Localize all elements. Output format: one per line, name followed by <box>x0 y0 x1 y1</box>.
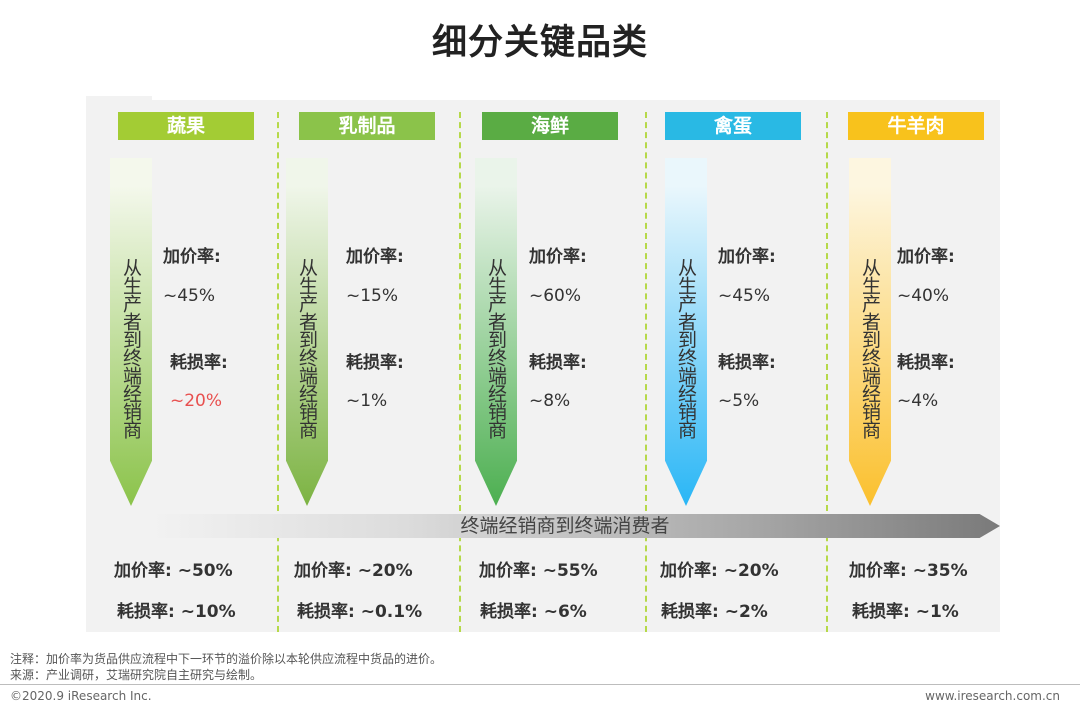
flow-band-arrow <box>150 514 1000 538</box>
loss-value: ~4% <box>897 391 939 411</box>
loss-value-highlighted: ~20% <box>170 391 223 411</box>
flow-label-seafood: 从生产者到终端经销商 <box>485 258 507 438</box>
flow-band-label: 终端经销商到终端消费者 <box>460 515 670 537</box>
bottom-loss: 耗损率: ~1% <box>852 602 959 622</box>
markup-label: 加价率: <box>163 247 221 267</box>
markup-value: ~45% <box>163 286 216 306</box>
loss-label: 耗损率: <box>346 353 404 373</box>
column-divider <box>645 112 647 632</box>
bottom-markup: 加价率: ~50% <box>114 561 233 581</box>
category-header-seafood: 海鲜 <box>482 112 618 140</box>
loss-label: 耗损率: <box>897 353 955 373</box>
loss-label: 耗损率: <box>529 353 587 373</box>
loss-label: 耗损率: <box>170 353 228 373</box>
page-title: 细分关键品类 <box>431 23 648 63</box>
column-divider <box>277 112 279 632</box>
source-text: 来源：产业调研，艾瑞研究院自主研究与绘制。 <box>10 668 263 682</box>
website-link[interactable]: www.iresearch.com.cn <box>925 689 1060 703</box>
flow-label-dairy: 从生产者到终端经销商 <box>296 258 318 438</box>
flow-arrow-fruits-vegetables <box>110 158 152 506</box>
markup-value: ~40% <box>897 286 950 306</box>
category-header-dairy: 乳制品 <box>299 112 435 140</box>
flow-label-fruits-vegetables: 从生产者到终端经销商 <box>120 258 142 438</box>
bottom-loss: 耗损率: ~0.1% <box>297 602 423 622</box>
markup-label: 加价率: <box>346 247 404 267</box>
markup-value: ~15% <box>346 286 399 306</box>
bottom-markup: 加价率: ~55% <box>479 561 598 581</box>
column-divider <box>459 112 461 632</box>
loss-value: ~8% <box>529 391 571 411</box>
panel-notch <box>86 96 152 102</box>
flow-label-beef-mutton: 从生产者到终端经销商 <box>859 258 881 438</box>
content-panel <box>86 100 1000 632</box>
flow-arrow-beef-mutton <box>849 158 891 506</box>
column-divider <box>826 112 828 632</box>
category-header-beef-mutton: 牛羊肉 <box>848 112 984 140</box>
bottom-loss: 耗损率: ~2% <box>661 602 768 622</box>
bottom-loss: 耗损率: ~10% <box>117 602 236 622</box>
flow-label-poultry-eggs: 从生产者到终端经销商 <box>675 258 697 438</box>
markup-label: 加价率: <box>529 247 587 267</box>
markup-value: ~60% <box>529 286 582 306</box>
note-text: 注释：加价率为货品供应流程中下一环节的溢价除以本轮供应流程中货品的进价。 <box>10 652 443 666</box>
flow-arrow-poultry-eggs <box>665 158 707 506</box>
category-header-fruits-vegetables: 蔬果 <box>118 112 254 140</box>
bottom-loss: 耗损率: ~6% <box>480 602 587 622</box>
copyright-text: ©2020.9 iResearch Inc. <box>10 689 152 703</box>
loss-value: ~5% <box>718 391 760 411</box>
markup-value: ~45% <box>718 286 771 306</box>
bottom-markup: 加价率: ~20% <box>660 561 779 581</box>
loss-label: 耗损率: <box>718 353 776 373</box>
bottom-markup: 加价率: ~20% <box>294 561 413 581</box>
bottom-markup: 加价率: ~35% <box>849 561 968 581</box>
loss-value: ~1% <box>346 391 388 411</box>
flow-arrow-seafood <box>475 158 517 506</box>
footer-divider <box>0 684 1080 685</box>
flow-arrow-dairy <box>286 158 328 506</box>
markup-label: 加价率: <box>718 247 776 267</box>
markup-label: 加价率: <box>897 247 955 267</box>
category-header-poultry-eggs: 禽蛋 <box>665 112 801 140</box>
